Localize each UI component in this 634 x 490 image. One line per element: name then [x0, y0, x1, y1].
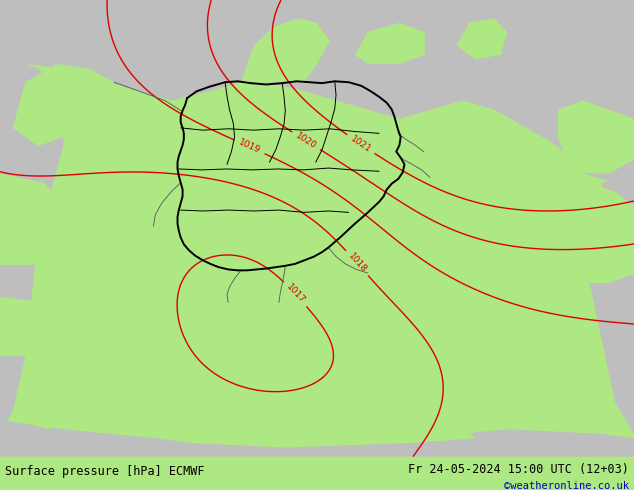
Polygon shape — [456, 18, 507, 59]
Polygon shape — [0, 0, 634, 183]
Polygon shape — [0, 420, 634, 457]
Polygon shape — [0, 173, 63, 265]
Text: 1020: 1020 — [294, 131, 318, 150]
Text: 1021: 1021 — [349, 134, 373, 154]
Polygon shape — [158, 384, 476, 447]
Text: Fr 24-05-2024 15:00 UTC (12+03): Fr 24-05-2024 15:00 UTC (12+03) — [408, 463, 629, 476]
Polygon shape — [355, 23, 425, 64]
Polygon shape — [0, 55, 63, 457]
Text: Surface pressure [hPa] ECMWF: Surface pressure [hPa] ECMWF — [5, 465, 205, 478]
Text: 1019: 1019 — [237, 138, 262, 156]
Polygon shape — [558, 183, 634, 283]
Text: 1018: 1018 — [346, 252, 368, 275]
Text: ©weatheronline.co.uk: ©weatheronline.co.uk — [504, 481, 629, 490]
Polygon shape — [13, 384, 63, 429]
Polygon shape — [590, 173, 634, 457]
Polygon shape — [13, 64, 114, 146]
Text: 1017: 1017 — [284, 283, 307, 306]
Polygon shape — [0, 219, 25, 246]
Polygon shape — [241, 18, 330, 82]
Polygon shape — [0, 297, 51, 356]
Polygon shape — [558, 100, 634, 173]
